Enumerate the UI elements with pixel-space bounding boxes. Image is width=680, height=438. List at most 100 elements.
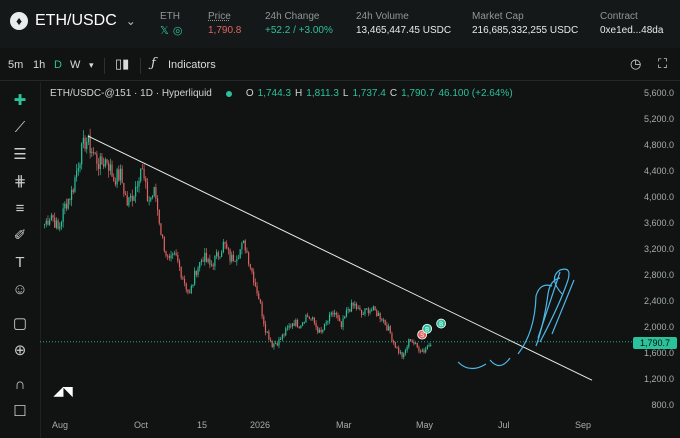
- candle: [266, 331, 268, 334]
- candle: [205, 248, 208, 263]
- candle: [140, 168, 142, 184]
- candle: [364, 307, 366, 317]
- candle: [301, 321, 304, 327]
- indicators-button[interactable]: Indicators: [168, 59, 216, 71]
- hand-drawn-annotation[interactable]: [539, 268, 570, 343]
- hand-drawn-annotation[interactable]: [457, 361, 487, 370]
- candle: [387, 323, 390, 331]
- candle: [69, 198, 71, 205]
- y-tick-label: 5,200.0: [643, 113, 674, 124]
- trade-marker-icon[interactable]: B: [422, 323, 433, 334]
- candle: [317, 325, 319, 335]
- candle: [398, 345, 400, 355]
- candle: [360, 309, 363, 318]
- market-header: ♦ ETH/USDC ⌄ ETH 𝕏 ◎ Price 1,790.8 24h C…: [0, 0, 680, 48]
- stat-eth: ETH 𝕏 ◎: [160, 11, 183, 37]
- candle: [325, 320, 327, 326]
- x-tick-label: Oct: [134, 420, 149, 430]
- candle: [391, 331, 393, 343]
- candle: [229, 248, 231, 265]
- candle: [242, 240, 245, 244]
- candle: [135, 181, 137, 203]
- candle: [381, 317, 383, 322]
- candle: [70, 185, 73, 207]
- magnet-icon[interactable]: ∩: [14, 375, 26, 393]
- trendline-tool-icon[interactable]: ⟋: [14, 118, 26, 136]
- candle: [224, 241, 226, 249]
- crosshair-icon[interactable]: ✚: [13, 92, 27, 109]
- candle: [416, 342, 418, 349]
- candle: [371, 307, 373, 312]
- horizontal-lines-icon[interactable]: ☰: [13, 146, 27, 163]
- candle: [399, 349, 401, 355]
- candle: [177, 251, 179, 264]
- candle: [44, 223, 46, 229]
- pair-selector[interactable]: ♦ ETH/USDC ⌄: [10, 12, 136, 30]
- candle: [99, 152, 101, 176]
- svg-text:S: S: [420, 333, 424, 339]
- x-icon[interactable]: 𝕏: [160, 25, 169, 37]
- legend-open: 1,744.3: [257, 88, 292, 99]
- candle: [128, 196, 130, 208]
- candle: [357, 305, 359, 310]
- emoji-icon[interactable]: ☺: [12, 280, 28, 298]
- ruler-icon[interactable]: ▢: [12, 315, 28, 332]
- hand-drawn-annotation[interactable]: [517, 284, 553, 355]
- candle: [94, 151, 96, 155]
- candle: [106, 158, 108, 166]
- fullscreen-icon[interactable]: ⛶: [658, 56, 668, 71]
- interval-5m[interactable]: 5m: [8, 59, 24, 71]
- candle: [379, 312, 381, 323]
- candles-icon[interactable]: ▯▮: [115, 56, 130, 71]
- globe-icon[interactable]: ◎: [172, 25, 183, 37]
- candle: [163, 236, 165, 253]
- zoom-in-icon[interactable]: ⊕: [13, 342, 27, 359]
- chevron-down-icon: ⌄: [125, 14, 136, 28]
- candle: [420, 349, 422, 354]
- hand-drawn-annotation[interactable]: [489, 357, 511, 367]
- candle: [232, 250, 235, 262]
- candle: [231, 251, 233, 264]
- candle: [72, 187, 74, 195]
- x-tick-label: May: [416, 420, 434, 430]
- text-tool-icon[interactable]: T: [15, 253, 25, 271]
- candle: [226, 240, 228, 250]
- candle: [217, 250, 219, 261]
- candle: [76, 163, 78, 182]
- trade-marker-icon[interactable]: B: [436, 318, 447, 329]
- market-cap-value: 216,685,332,255 USDC: [472, 25, 579, 36]
- interval-d[interactable]: D: [54, 59, 62, 71]
- candle: [116, 167, 118, 189]
- interval-w[interactable]: W: [70, 59, 81, 71]
- candle: [156, 195, 159, 216]
- trendline[interactable]: [87, 135, 593, 381]
- candle: [55, 217, 58, 230]
- candle: [60, 220, 63, 231]
- candle: [172, 252, 174, 260]
- candle: [185, 282, 187, 293]
- candle: [290, 323, 292, 329]
- candle: [214, 255, 216, 271]
- price-axis[interactable]: 5,600.0 5,200.0 4,800.0 4,400.0 4,000.0 3,600…: [620, 84, 680, 416]
- candle: [374, 306, 376, 311]
- hand-drawn-annotation[interactable]: [537, 271, 575, 339]
- y-tick-label: 4,800.0: [643, 139, 674, 150]
- stat-contract[interactable]: Contract 0xe1ed...48da: [600, 11, 664, 36]
- interval-1h[interactable]: 1h: [33, 59, 46, 71]
- candle: [109, 158, 111, 176]
- stat-24h-volume: 24h Volume 13,465,447.45 USDC: [356, 11, 452, 36]
- snapshot-icon[interactable]: ◷: [630, 56, 642, 71]
- candle: [430, 343, 432, 347]
- fib-tool-icon[interactable]: ≡: [15, 199, 25, 217]
- candle: [189, 289, 191, 294]
- price-chart[interactable]: SBB: [40, 84, 640, 416]
- interval-chevron-icon[interactable]: ▾: [89, 60, 94, 70]
- candle: [295, 318, 297, 328]
- lock-icon[interactable]: ☐: [13, 403, 27, 420]
- candle: [187, 289, 189, 295]
- brush-icon[interactable]: ✐: [13, 227, 27, 244]
- function-icon[interactable]: ƒ: [151, 56, 156, 71]
- candle: [308, 316, 310, 320]
- candle: [212, 262, 214, 271]
- pitchfork-icon[interactable]: ⋕: [13, 173, 27, 190]
